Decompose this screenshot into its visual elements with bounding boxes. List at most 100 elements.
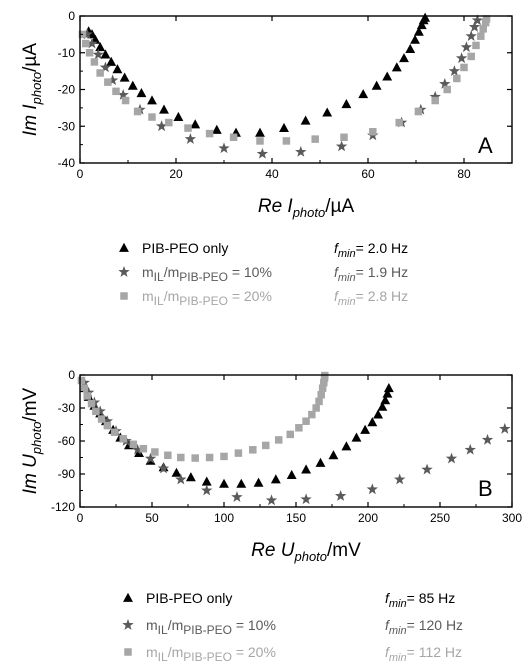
point-a-s3-7 <box>112 87 120 96</box>
point-b-s3-12 <box>151 448 159 456</box>
point-b-s2-20 <box>445 452 458 464</box>
point-b-s1-24 <box>351 432 362 442</box>
point-b-s2-16 <box>334 490 347 501</box>
point-b-s3-18 <box>234 449 243 457</box>
point-b-s3-19 <box>249 446 257 454</box>
point-a-s3-9 <box>133 107 142 116</box>
legend-fmin: fmin= 2.8 Hz <box>334 288 408 308</box>
point-a-s3-21 <box>414 107 423 116</box>
point-a-s2-4 <box>99 61 112 73</box>
point-a-s1-14 <box>190 119 201 129</box>
y-tick-label: -30 <box>58 119 76 133</box>
point-a-s3-19 <box>369 128 377 136</box>
point-a-s3-31 <box>482 15 491 23</box>
point-b-s2-17 <box>366 483 379 495</box>
x-axis-title: Re Uphoto/mV <box>251 540 361 564</box>
legend-label: mIL/mPIB-PEO = 20% <box>146 644 276 664</box>
point-a-s2-18 <box>439 78 451 89</box>
point-a-s1-26 <box>399 53 409 63</box>
point-a-s3-27 <box>472 41 480 50</box>
y-tick-label: -30 <box>58 401 76 415</box>
point-b-s3-30 <box>320 378 328 387</box>
point-a-s1-19 <box>300 115 311 125</box>
point-a-s3-26 <box>467 52 475 61</box>
point-a-s2-23 <box>468 21 481 32</box>
legend-label: PIB-PEO only <box>142 240 228 256</box>
point-a-s2-5 <box>106 74 119 86</box>
x-tick-label: 20 <box>169 167 183 181</box>
point-b-s3-24 <box>302 417 310 425</box>
point-b-s2-19 <box>421 463 433 475</box>
point-b-s3-14 <box>177 453 185 462</box>
data-markers <box>78 12 491 159</box>
point-b-s2-5 <box>101 415 114 427</box>
x-tick-label: 60 <box>361 167 375 181</box>
panel-a: 0 20 40 60 80 0 -10 -20 -30 -40 A Re Iphoto/µA Im Ip… <box>20 9 513 308</box>
point-b-s2-21 <box>464 443 476 455</box>
point-a-s1-32 <box>420 12 431 22</box>
point-a-s1-9 <box>127 80 138 90</box>
legend-fmin: fmin= 1.9 Hz <box>334 264 408 284</box>
point-b-s2-15 <box>300 493 312 505</box>
point-b-s1-26 <box>367 417 378 427</box>
y-tick-label: 0 <box>68 9 75 23</box>
point-a-s1-15 <box>211 124 222 134</box>
point-a-s1-29 <box>413 26 424 36</box>
x-tick-label: 50 <box>145 511 159 525</box>
point-a-s1-17 <box>255 127 265 137</box>
point-a-s2-10 <box>218 142 230 154</box>
point-b-s3-8 <box>110 428 119 436</box>
x-tick-label: 100 <box>214 511 234 525</box>
point-b-s1-21 <box>315 457 326 467</box>
point-a-s2-3 <box>92 48 104 60</box>
point-a-s2-12 <box>295 146 307 157</box>
point-b-s2-10 <box>157 462 170 474</box>
point-a-s1-8 <box>119 72 130 82</box>
point-a-s3-4 <box>90 58 99 66</box>
point-a-s2-1 <box>81 28 93 40</box>
point-b-s1-22 <box>328 450 339 460</box>
point-a-s3-16 <box>282 137 291 145</box>
point-a-s1-7 <box>112 64 123 74</box>
point-a-s1-4 <box>95 42 106 52</box>
point-b-s2-22 <box>481 433 494 445</box>
plot-frame <box>79 374 513 508</box>
point-b-s2-18 <box>393 473 406 485</box>
point-a-s3-23 <box>443 85 451 94</box>
point-a-s1-11 <box>147 95 157 105</box>
point-b-s1-17 <box>253 477 264 487</box>
data-markers <box>77 371 511 506</box>
point-b-s3-26 <box>312 404 320 412</box>
x-tick-label: 300 <box>502 511 522 525</box>
point-b-s2-4 <box>94 405 106 417</box>
point-b-s1-29 <box>380 395 391 405</box>
point-b-s3-23 <box>295 424 303 432</box>
legend-fmin: fmin= 120 Hz <box>385 617 463 637</box>
point-b-s3-15 <box>191 454 199 462</box>
point-b-s3-7 <box>103 421 112 430</box>
point-b-s3-11 <box>139 444 148 453</box>
point-a-s1-24 <box>382 71 393 81</box>
point-b-s3-28 <box>317 391 325 399</box>
legend-fmin: fmin= 2.0 Hz <box>334 240 408 260</box>
point-b-s1-16 <box>236 478 247 488</box>
y-tick-label: 0 <box>68 368 75 382</box>
point-a-s1-27 <box>405 43 416 53</box>
legend-marker <box>122 619 134 630</box>
point-b-s3-10 <box>129 440 138 449</box>
point-b-s1-25 <box>360 424 371 434</box>
point-b-s1-31 <box>383 383 394 393</box>
x-tick-label: 40 <box>265 167 279 181</box>
point-b-s2-23 <box>499 422 511 434</box>
x-tick-label: 80 <box>457 167 471 181</box>
point-b-s1-23 <box>341 441 352 451</box>
x-tick-label: 200 <box>358 511 378 525</box>
point-b-s3-21 <box>274 436 283 444</box>
x-tick-label: 0 <box>77 167 84 181</box>
x-tick-label: 0 <box>77 511 84 525</box>
point-a-s3-3 <box>85 49 94 57</box>
point-b-s1-28 <box>377 401 388 411</box>
point-a-s2-13 <box>335 140 348 152</box>
point-b-s1-27 <box>373 409 384 419</box>
legend-label: mIL/mPIB-PEO = 20% <box>142 288 272 308</box>
